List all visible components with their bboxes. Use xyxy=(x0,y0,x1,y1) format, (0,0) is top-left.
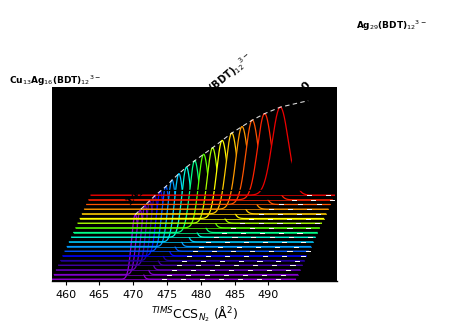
Text: Cu$_{13}$Ag$_{16}$(BDT)$_{12}$$^{3-}$: Cu$_{13}$Ag$_{16}$(BDT)$_{12}$$^{3-}$ xyxy=(9,74,101,88)
Polygon shape xyxy=(67,180,310,246)
Polygon shape xyxy=(72,167,315,237)
Polygon shape xyxy=(74,161,317,233)
Polygon shape xyxy=(76,154,319,228)
Text: 12: 12 xyxy=(134,179,152,197)
Text: Cu$_x$Ag$_{29-x}$(BDT)$_{12}$$^{3-}$: Cu$_x$Ag$_{29-x}$(BDT)$_{12}$$^{3-}$ xyxy=(164,50,256,131)
Polygon shape xyxy=(52,214,295,279)
Polygon shape xyxy=(89,114,332,200)
Polygon shape xyxy=(82,133,326,214)
Polygon shape xyxy=(63,191,306,256)
Polygon shape xyxy=(70,173,313,242)
Polygon shape xyxy=(78,148,321,223)
Text: 14: 14 xyxy=(124,188,142,206)
Polygon shape xyxy=(87,120,330,204)
Text: 4: 4 xyxy=(195,133,208,146)
Text: 6: 6 xyxy=(170,153,183,165)
Polygon shape xyxy=(65,187,309,251)
Polygon shape xyxy=(56,205,300,270)
Text: 8: 8 xyxy=(157,166,170,179)
Text: 10: 10 xyxy=(144,170,161,188)
Polygon shape xyxy=(93,101,337,191)
X-axis label: $^{TIMS}$CCS$_{N_2}$ (Å$^2$): $^{TIMS}$CCS$_{N_2}$ (Å$^2$) xyxy=(151,304,238,323)
Polygon shape xyxy=(55,210,298,275)
Polygon shape xyxy=(91,107,334,195)
Polygon shape xyxy=(61,196,304,261)
Polygon shape xyxy=(80,141,324,218)
Text: 0: 0 xyxy=(300,80,312,93)
Polygon shape xyxy=(84,127,328,209)
Text: Ag$_{29}$(BDT)$_{12}$$^{3-}$: Ag$_{29}$(BDT)$_{12}$$^{3-}$ xyxy=(356,19,426,33)
Text: 2: 2 xyxy=(223,112,236,125)
Polygon shape xyxy=(59,201,302,265)
